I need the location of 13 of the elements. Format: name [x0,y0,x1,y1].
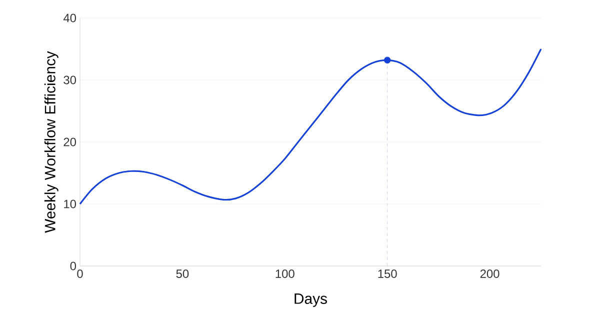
y-axis-title: Weekly Workflow Efficiency [44,51,58,233]
line-series [79,48,542,205]
y-tick-label: 30 [64,76,76,84]
x-tick-label: 100 [276,270,294,278]
x-tick-label: 150 [378,270,397,278]
y-tick-label: 40 [63,14,76,22]
y-tick-label: 0 [70,262,76,270]
x-tick-label: 0 [77,270,83,278]
x-tick-label: 50 [176,270,189,278]
y-tick-label: 20 [64,138,76,146]
y-tick-label: 10 [64,200,76,208]
x-tick-label: 200 [480,270,500,278]
x-axis-title: Days [294,294,327,307]
